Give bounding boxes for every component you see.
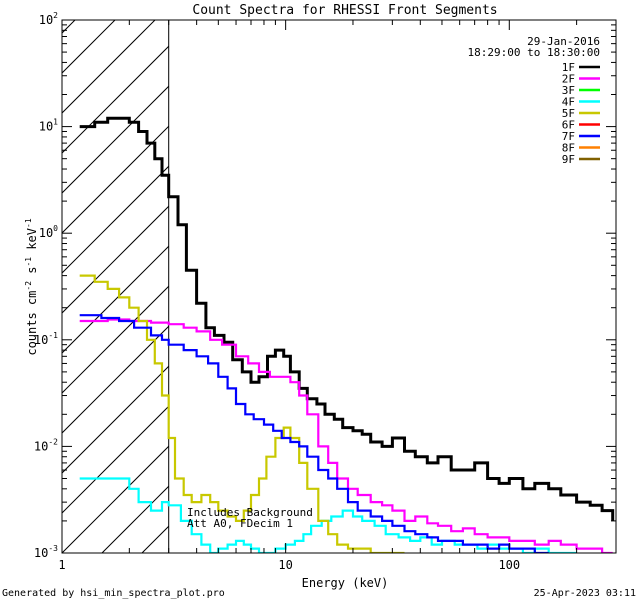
- y-axis-label-exp1: -2: [24, 281, 33, 291]
- legend-label-1F: 1F: [562, 61, 575, 74]
- hatch-line: [62, 445, 169, 553]
- y-tick-base: 10: [34, 439, 48, 453]
- y-tick-base: 10: [34, 333, 48, 347]
- y-tick-label: 10-1: [34, 331, 58, 347]
- series-line-5F: [79, 274, 405, 553]
- time-range-label: 18:29:00 to 18:30:00: [468, 46, 600, 59]
- y-axis-label-tail: keV: [25, 228, 39, 257]
- y-axis-label: counts cm-2 s-1 keV-1: [24, 218, 39, 355]
- series-line-1F: [79, 116, 615, 521]
- hatch-line: [62, 365, 169, 474]
- legend-label-7F: 7F: [562, 130, 575, 143]
- y-tick-exp: 0: [53, 224, 58, 233]
- y-tick-exp: 2: [53, 11, 58, 20]
- x-tick-label: 1: [58, 558, 65, 572]
- legend-label-2F: 2F: [562, 73, 575, 86]
- y-axis-label-base: counts cm: [25, 291, 39, 356]
- legend-label-4F: 4F: [562, 96, 575, 109]
- legend-label-3F: 3F: [562, 84, 575, 97]
- axis-ticks: [61, 19, 617, 554]
- y-axis-label-exp2: -1: [24, 257, 33, 267]
- y-tick-label: 10-3: [34, 544, 58, 560]
- x-tick-label: 10: [278, 558, 292, 572]
- y-tick-label: 100: [39, 224, 58, 240]
- hatch-line: [62, 405, 169, 514]
- legend-label-6F: 6F: [562, 119, 575, 132]
- hatch-line: [62, 45, 169, 154]
- y-tick-label: 102: [39, 11, 58, 27]
- x-axis-label: Energy (keV): [302, 576, 389, 590]
- hatch-line: [62, 85, 169, 194]
- y-tick-label: 10-2: [34, 437, 58, 453]
- y-tick-exp: 1: [53, 118, 58, 127]
- x-tick-label: 100: [498, 558, 520, 572]
- legend-label-9F: 9F: [562, 153, 575, 166]
- annotation-attenuator: Att A0, FDecim 1: [187, 517, 293, 530]
- y-tick-base: 10: [34, 546, 48, 560]
- footer-date: 25-Apr-2023 03:11: [534, 588, 636, 599]
- y-tick-label: 101: [39, 118, 58, 134]
- hatch-line: [62, 20, 156, 114]
- legend-label-8F: 8F: [562, 142, 575, 155]
- y-tick-exp: -2: [48, 437, 58, 446]
- series-line-2F: [79, 318, 613, 553]
- y-tick-base: 10: [39, 120, 53, 134]
- y-tick-exp: -1: [48, 331, 58, 340]
- y-axis-label-exp3: -1: [24, 218, 33, 228]
- hatch-line: [62, 245, 169, 354]
- hatch-line: [62, 205, 169, 314]
- series-line-7F: [79, 314, 549, 553]
- footer-generated-by: Generated by hsi_min_spectra_plot.pro: [2, 588, 225, 599]
- y-tick-base: 10: [39, 226, 53, 240]
- plot-frame: [61, 19, 617, 554]
- y-axis-label-mid: s: [25, 267, 39, 281]
- annotation-background: Includes Background: [187, 506, 313, 519]
- legend-label-5F: 5F: [562, 107, 575, 120]
- y-tick-base: 10: [39, 13, 53, 27]
- chart-title: Count Spectra for RHESSI Front Segments: [192, 3, 497, 18]
- series-layer: [79, 116, 615, 553]
- y-tick-exp: -3: [48, 544, 58, 553]
- date-label: 29-Jan-2016: [527, 35, 600, 48]
